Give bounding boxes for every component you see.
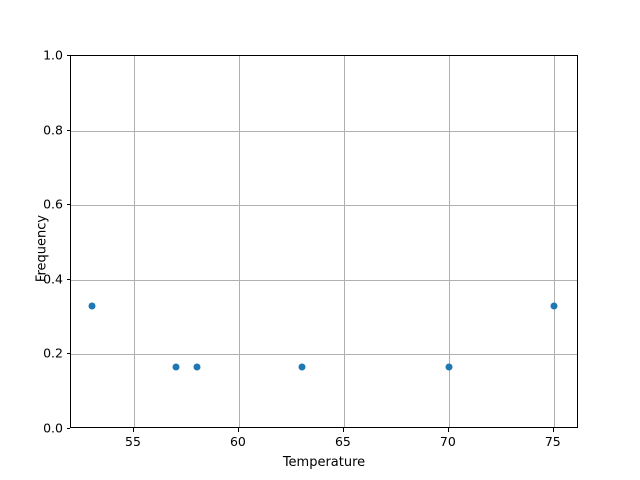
x-gridline [448,56,450,427]
y-axis-tick [66,129,70,131]
y-axis-tick-label: 1.0 [43,47,63,63]
x-axis-tick-label: 65 [334,434,351,449]
x-gridline [238,56,240,427]
y-axis-tick [66,428,70,430]
y-axis-tick [66,278,70,280]
y-axis-tick [66,55,70,57]
x-gridline [343,56,345,427]
y-gridline [71,130,577,132]
y-axis-tick [66,204,70,206]
y-axis-tick [66,353,70,355]
x-axis-tick-label: 55 [125,434,141,449]
x-axis-tick [132,428,135,432]
x-axis-tick-label: 70 [439,434,456,449]
y-axis-tick-label: 0.8 [43,122,63,138]
scatter-point [298,363,306,371]
y-axis-label: Frequency [34,214,50,283]
y-gridline [71,354,577,356]
y-axis-tick-label: 0.6 [43,196,63,212]
plot-area [71,56,577,427]
scatter-point [193,363,201,371]
scatter-point [88,302,96,310]
y-axis-tick-label: 0.4 [43,271,63,287]
x-axis-tick [552,428,554,432]
x-axis-tick-label: 60 [229,434,246,449]
x-axis-tick [237,428,240,432]
x-gridline [553,56,555,427]
scatter-point [445,363,453,371]
x-axis-tick [447,428,449,432]
x-axis-tick [342,428,344,432]
y-gridline [71,279,577,281]
x-gridline [133,56,135,427]
y-axis-tick-label: 0.0 [43,420,63,436]
scatter-point [172,363,180,371]
x-axis-label: Temperature [282,455,366,470]
scatter-point [550,302,558,310]
plot-axes [70,55,578,428]
y-gridline [71,205,577,207]
x-axis-tick-label: 75 [544,434,561,449]
y-axis-tick-label: 0.2 [43,345,63,361]
